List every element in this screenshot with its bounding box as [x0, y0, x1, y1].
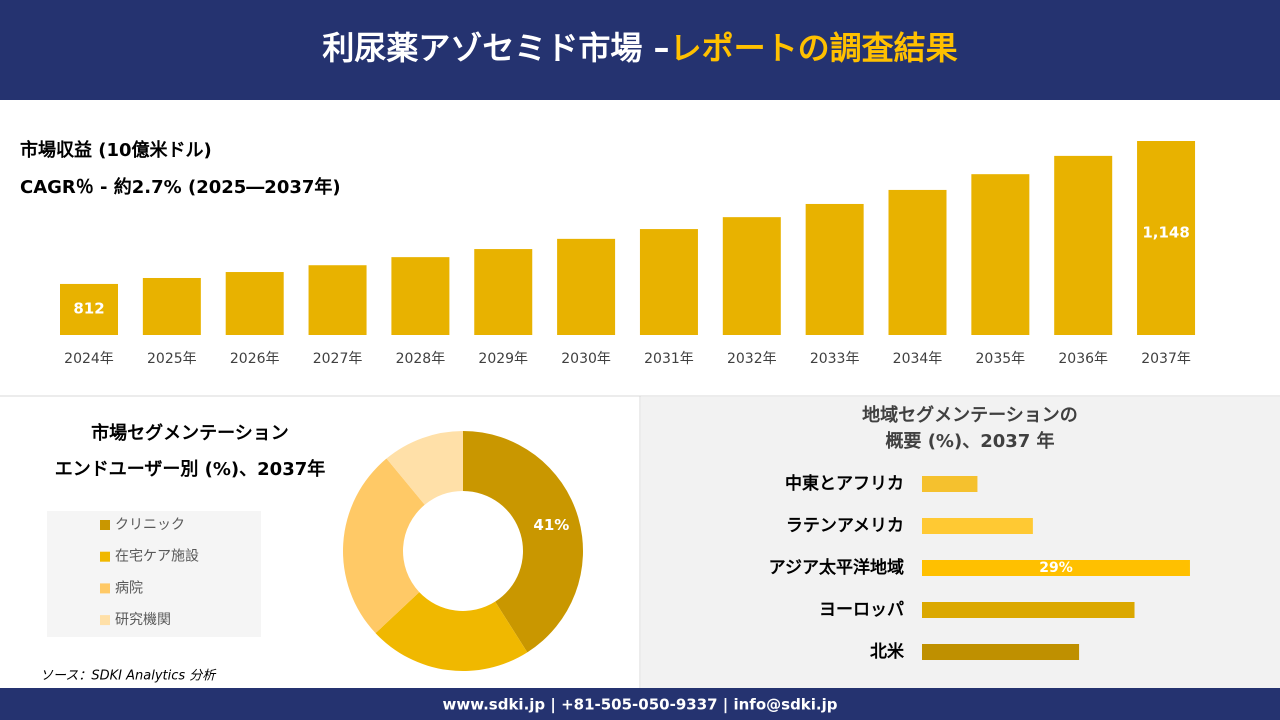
title-main: 利尿薬アゾセミド市場 –: [322, 29, 669, 67]
footer: www.sdki.jp | +81-505-050-9337 | info@sd…: [442, 696, 837, 715]
bar: [557, 238, 616, 335]
legend-label: 在宅ケア施設: [115, 549, 199, 565]
bar-subtitle: CAGR％ - 約2.7% (2025―2037年): [20, 176, 341, 198]
footer-band: [0, 688, 1280, 720]
donut-subtitle: エンドユーザー別 (%)、2037年: [55, 458, 326, 480]
hbar-title: 地域セグメンテーションの: [862, 404, 1078, 426]
hbar-subtitle: 概要 (%)、2037 年: [885, 430, 1054, 452]
category-label: 中東とアフリカ: [785, 473, 904, 494]
bar: [225, 272, 284, 335]
bar: [922, 560, 1190, 576]
x-tick-label: 2030年: [561, 351, 611, 367]
value-label: 29%: [1039, 560, 1073, 576]
bar-title: 市場収益 (10億米ドル): [20, 139, 212, 161]
header-band: [0, 0, 1280, 100]
value-label: 1,148: [1142, 224, 1189, 242]
bar: [888, 189, 947, 335]
x-tick-label: 2027年: [313, 351, 363, 367]
x-tick-label: 2026年: [230, 351, 280, 367]
x-tick-label: 2031年: [644, 351, 694, 367]
bar: [922, 518, 1033, 534]
legend-swatch: [100, 551, 110, 562]
category-label: 北米: [870, 641, 905, 662]
x-tick-label: 2029年: [478, 351, 528, 367]
value-label: 41%: [533, 516, 569, 534]
legend-swatch: [100, 520, 110, 530]
right-panel: [641, 397, 1280, 688]
bar: [922, 602, 1135, 618]
x-tick-label: 2033年: [810, 351, 860, 367]
header-title: 利尿薬アゾセミド市場 –レポートの調査結果: [322, 29, 957, 67]
legend-label: 研究機関: [115, 612, 171, 628]
donut-slice: [463, 431, 583, 653]
legend-label: クリニック: [115, 517, 185, 533]
category-label: ヨーロッパ: [819, 600, 904, 620]
category-label: ラテンアメリカ: [786, 516, 904, 536]
x-tick-label: 2028年: [396, 351, 446, 367]
legend-label: 病院: [115, 580, 143, 596]
bar: [922, 644, 1080, 660]
bar: [308, 265, 367, 335]
x-tick-label: 2032年: [727, 351, 777, 367]
bar: [60, 283, 118, 335]
source: ソース：SDKI Analytics 分析: [40, 669, 217, 684]
bar: [971, 174, 1030, 335]
bar: [639, 229, 698, 335]
value-label: 812: [73, 300, 104, 318]
x-tick-label: 2037年: [1141, 351, 1191, 367]
bar: [1054, 155, 1113, 335]
donut-title: 市場セグメンテーション: [91, 422, 289, 444]
category-label: アジア太平洋地域: [769, 557, 904, 578]
donut-slice: [343, 458, 425, 634]
bar: [722, 217, 781, 335]
bar: [474, 249, 533, 335]
donut-slice: [375, 592, 528, 671]
donut-slice: [386, 431, 463, 505]
bar: [142, 277, 201, 335]
x-tick-label: 2034年: [893, 351, 943, 367]
bar: [1137, 141, 1196, 335]
legend-box: [47, 511, 261, 637]
bar: [805, 203, 864, 335]
x-tick-label: 2036年: [1058, 351, 1108, 367]
x-tick-label: 2035年: [976, 351, 1026, 367]
legend-swatch: [100, 615, 110, 626]
legend-swatch: [100, 583, 110, 594]
title-highlight: レポートの調査結果: [670, 29, 958, 67]
bar: [922, 476, 978, 492]
x-tick-label: 2024年: [64, 351, 114, 367]
bar: [391, 257, 450, 335]
x-tick-label: 2025年: [147, 351, 197, 367]
